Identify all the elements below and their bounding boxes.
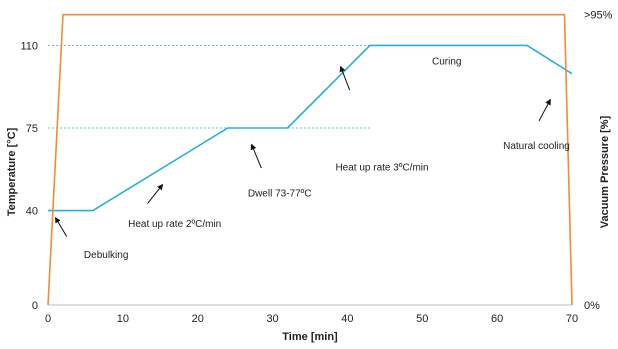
annotations: Debulking Heat up rate 2ºC/min Dwell 73-77… [54,56,570,261]
y-tick-label: 0 [32,300,38,312]
x-tick-label: 20 [192,313,204,325]
annotation-arrow [54,216,68,237]
y2-axis-label: Vacuum Pressure [%] [599,115,611,228]
reference-lines [48,45,370,129]
annotation-arrow [339,65,351,91]
annotation-label: Dwell 73-77ºC [248,188,312,199]
series-line-1 [47,13,573,306]
x-tick-label: 40 [341,313,353,325]
x-axis-label: Time [min] [282,331,338,343]
x-tick-labels: 0 10 20 30 40 50 60 70 [45,313,578,325]
annotation-label: Heat up rate 2ºC/min [128,219,221,230]
annotation-arrow [538,98,551,122]
x-tick-label: 10 [117,313,129,325]
y2-tick-label: >95% [584,10,613,22]
y-tick-label: 75 [26,123,38,135]
annotation-arrow [147,183,164,204]
annotation-label: Curing [432,56,461,67]
annotation-arrow [250,143,262,169]
series-line-0 [48,44,573,212]
y-tick-label: 110 [20,40,38,52]
y-tick-label: 40 [26,206,38,218]
x-tick-label: 0 [45,313,51,325]
series-group [47,13,573,306]
y2-tick-labels: 0% >95% [584,10,613,312]
annotation-label: Natural cooling [503,141,570,152]
x-tick-label: 30 [266,313,278,325]
y-tick-labels: 0 40 75 110 [20,40,38,312]
annotation-label: Debulking [84,250,128,261]
x-tick-label: 50 [416,313,428,325]
x-tick-label: 70 [566,313,578,325]
y2-tick-label: 0% [584,300,600,312]
annotation-label: Heat up rate 3ºC/min [335,162,428,173]
y-axis-label: Temperature [°C] [6,127,18,216]
x-tick-label: 60 [491,313,503,325]
